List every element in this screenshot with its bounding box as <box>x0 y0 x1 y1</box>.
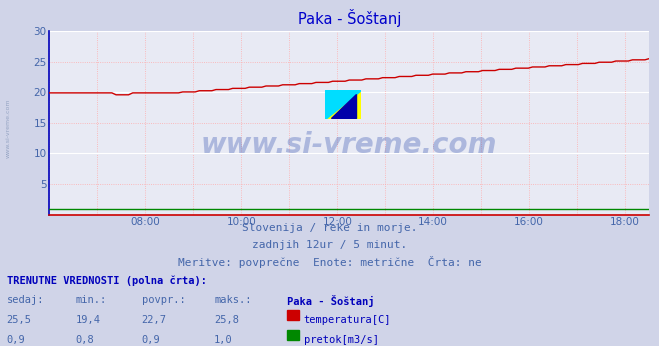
Text: www.si-vreme.com: www.si-vreme.com <box>6 98 11 158</box>
Text: min.:: min.: <box>76 295 107 305</box>
Text: Paka - Šoštanj: Paka - Šoštanj <box>287 295 374 307</box>
Text: zadnjih 12ur / 5 minut.: zadnjih 12ur / 5 minut. <box>252 240 407 250</box>
Text: 22,7: 22,7 <box>142 315 167 325</box>
Title: Paka - Šoštanj: Paka - Šoštanj <box>298 9 401 27</box>
Text: sedaj:: sedaj: <box>7 295 44 305</box>
Text: 0,8: 0,8 <box>76 335 94 345</box>
Text: maks.:: maks.: <box>214 295 252 305</box>
Text: Slovenija / reke in morje.: Slovenija / reke in morje. <box>242 223 417 233</box>
Polygon shape <box>331 94 356 118</box>
Text: 0,9: 0,9 <box>142 335 160 345</box>
Text: 1,0: 1,0 <box>214 335 233 345</box>
Text: pretok[m3/s]: pretok[m3/s] <box>304 335 379 345</box>
Polygon shape <box>326 90 361 119</box>
Text: povpr.:: povpr.: <box>142 295 185 305</box>
Polygon shape <box>326 90 361 119</box>
Text: temperatura[C]: temperatura[C] <box>304 315 391 325</box>
Text: 25,8: 25,8 <box>214 315 239 325</box>
Text: www.si-vreme.com: www.si-vreme.com <box>201 131 498 159</box>
Text: 0,9: 0,9 <box>7 335 25 345</box>
Text: 19,4: 19,4 <box>76 315 101 325</box>
Text: 25,5: 25,5 <box>7 315 32 325</box>
Text: Meritve: povprečne  Enote: metrične  Črta: ne: Meritve: povprečne Enote: metrične Črta:… <box>178 256 481 268</box>
Text: TRENUTNE VREDNOSTI (polna črta):: TRENUTNE VREDNOSTI (polna črta): <box>7 275 206 285</box>
